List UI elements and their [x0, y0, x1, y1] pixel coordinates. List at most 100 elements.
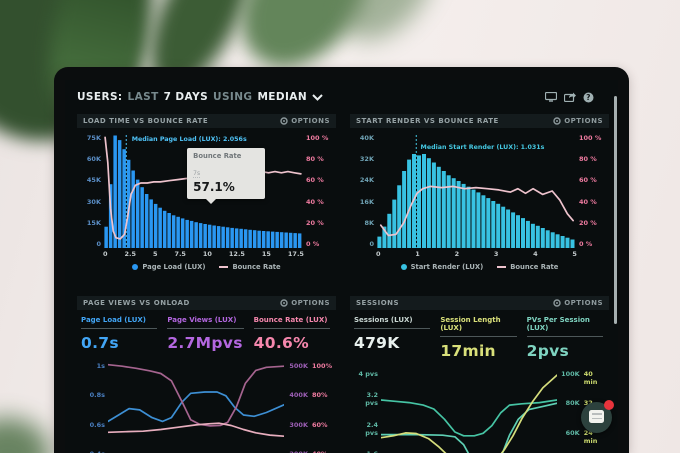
legend-label: Page Load (LUX) — [142, 263, 206, 271]
metric-row: Sessions (LUX) 479K Session Length (LUX)… — [350, 310, 609, 362]
range-prefix: LAST — [127, 91, 159, 103]
y-axis-left: 40K 32K 24K 16K 8K 0 — [352, 134, 377, 248]
axis-tick: 12.5 — [228, 250, 245, 258]
dashboard-screen: USERS: LAST 7 DAYS USING MEDIAN — [65, 80, 618, 453]
chat-button[interactable] — [581, 400, 614, 433]
metric-row: Page Load (LUX) 0.7s Page Views (LUX) 2.… — [77, 310, 336, 354]
panel-page-views: PAGE VIEWS VS ONLOAD OPTIONS Page Load (… — [77, 296, 336, 453]
gear-icon — [553, 299, 561, 307]
tooltip-title: Bounce Rate — [193, 151, 242, 160]
chart-legend: Start Render (LUX) Bounce Rate — [350, 263, 609, 271]
options-label: OPTIONS — [291, 299, 330, 307]
vertical-scrollbar[interactable] — [614, 96, 617, 324]
axis-tick: 100 % — [579, 134, 602, 142]
axis-tick: 2.4 pvs — [365, 420, 378, 437]
legend-dot-icon — [132, 264, 139, 270]
metric-label: Sessions (LUX) — [354, 316, 413, 324]
axis-tick: 2 — [454, 250, 460, 258]
metric-value: 479K — [354, 334, 400, 352]
panel-header: LOAD TIME VS BOUNCE RATE OPTIONS — [77, 114, 336, 128]
axis-tick: 0.8s — [89, 391, 105, 400]
axis-tick: 200K40% — [288, 450, 334, 453]
metric-value: MEDIAN — [257, 91, 308, 103]
median-annotation: Median Page Load (LUX): 2.056s — [131, 136, 247, 144]
y-axis-right: 100 % 80 % 60 % 40 % 20 % 0 % — [302, 134, 332, 248]
axis-tick: 0 — [103, 250, 108, 258]
dashboard-grid: LOAD TIME VS BOUNCE RATE OPTIONS 75K 60K 4… — [77, 114, 609, 453]
axis-tick: 100K 40 min — [561, 370, 598, 386]
axis-tick: 300K 60% — [289, 420, 328, 429]
axis-tick: 24K — [359, 176, 374, 185]
axis-tick: 5 — [572, 250, 577, 258]
display-icon[interactable] — [545, 92, 557, 102]
plant-leaf — [325, 0, 450, 57]
range-value: 7 DAYS — [163, 91, 209, 103]
panel-title: PAGE VIEWS VS ONLOAD — [83, 299, 190, 307]
load-time-chart[interactable] — [104, 134, 302, 248]
plant-leaf — [0, 418, 50, 453]
notification-badge — [604, 400, 614, 410]
axis-tick: 17.5 — [287, 250, 304, 258]
legend-line-icon — [219, 266, 229, 268]
metric-sessions: Sessions (LUX) 479K — [354, 316, 431, 360]
page-views-chart-box — [108, 360, 284, 453]
axis-tick: 40K — [359, 134, 374, 142]
laptop: USERS: LAST 7 DAYS USING MEDIAN — [54, 67, 629, 453]
metric-value: 17min — [440, 342, 496, 360]
gear-icon — [280, 299, 288, 307]
options-button[interactable]: OPTIONS — [553, 117, 603, 125]
tooltip-value: 57.1% — [193, 179, 235, 194]
legend-dot-icon — [400, 264, 407, 270]
start-render-chart-box: Median Start Render (LUX): 1.031s — [377, 134, 575, 248]
tooltip-sub: 7s — [193, 169, 201, 178]
axis-tick: 15K — [86, 218, 101, 227]
header-toolbar: ? — [545, 92, 594, 103]
axis-tick: 15 — [261, 250, 271, 258]
axis-tick: 5 — [152, 250, 158, 258]
options-button[interactable]: OPTIONS — [280, 299, 330, 307]
panel-title: LOAD TIME VS BOUNCE RATE — [83, 117, 209, 125]
axis-tick: 7.5 — [174, 250, 186, 258]
metric-value: 0.7s — [81, 334, 119, 352]
axis-tick: 60K — [86, 155, 101, 164]
axis-tick: 0.4s — [79, 450, 105, 453]
page-views-chart[interactable] — [108, 360, 284, 453]
share-icon[interactable] — [564, 92, 576, 102]
panel-title: SESSIONS — [356, 299, 400, 307]
options-label: OPTIONS — [564, 117, 603, 125]
panel-header: PAGE VIEWS VS ONLOAD OPTIONS — [77, 296, 336, 310]
y-axis-right: 100 % 80 % 60 % 40 % 20 % 0 % — [575, 134, 605, 248]
help-icon[interactable]: ? — [583, 92, 594, 103]
metric-page-load: Page Load (LUX) 0.7s — [81, 316, 158, 352]
panel-header: SESSIONS OPTIONS — [350, 296, 609, 310]
axis-tick: 3.2 pvs — [365, 391, 378, 408]
sessions-chart-box — [381, 368, 557, 453]
axis-tick: 4 — [533, 250, 538, 258]
sessions-chart[interactable] — [381, 368, 557, 453]
metric-value: 40.6% — [253, 334, 309, 352]
axis-tick: 60K 24 min — [565, 428, 598, 445]
axis-tick: 0 — [96, 239, 101, 248]
metric-session-length: Session Length (LUX) 17min — [440, 316, 517, 360]
panel-title: START RENDER VS BOUNCE RATE — [356, 117, 499, 125]
axis-tick: 500K 100% — [289, 362, 333, 370]
panel-load-time: LOAD TIME VS BOUNCE RATE OPTIONS 75K 60K 4… — [77, 114, 336, 290]
axis-tick: 80 % — [306, 155, 324, 164]
axis-tick: 20 % — [306, 218, 324, 227]
metric-dropdown[interactable]: MEDIAN — [257, 91, 323, 103]
axis-tick: 400K 80% — [289, 391, 328, 400]
options-button[interactable]: OPTIONS — [553, 299, 603, 307]
axis-tick: 45K — [86, 176, 101, 185]
metric-value: 2pvs — [526, 342, 570, 360]
options-button[interactable]: OPTIONS — [280, 117, 330, 125]
load-time-chart-box: Median Page Load (LUX): 2.056s Bounce Ra… — [104, 134, 302, 248]
x-axis: 0 1 2 3 4 5 — [376, 250, 577, 258]
metric-label: Page Load (LUX) — [81, 316, 146, 324]
axis-tick: 1s — [96, 362, 105, 370]
gear-icon — [280, 117, 288, 125]
axis-tick: 8K — [364, 218, 374, 227]
panel-start-render: START RENDER VS BOUNCE RATE OPTIONS 40K 3… — [350, 114, 609, 290]
start-render-chart[interactable] — [377, 134, 575, 248]
